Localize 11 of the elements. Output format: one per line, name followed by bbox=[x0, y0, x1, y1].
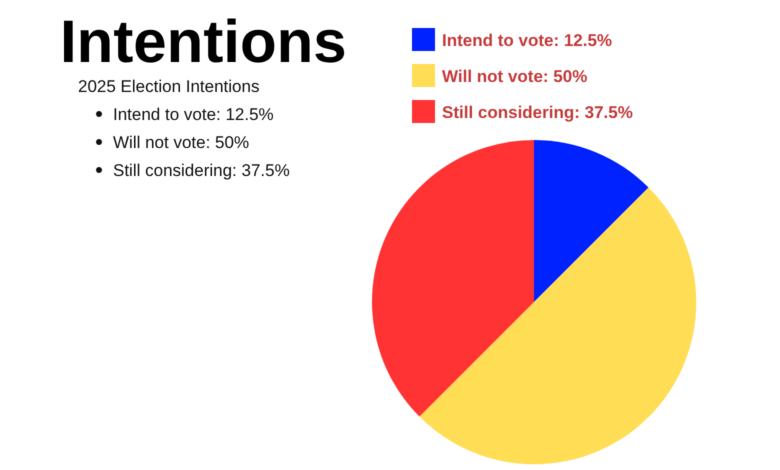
text: 2025 Election Intentions bbox=[78, 77, 260, 96]
legend-label: Still considering: 37.5% bbox=[442, 103, 633, 122]
pie-slice bbox=[372, 140, 534, 417]
chart-title: Intentions bbox=[60, 8, 347, 75]
text: Intend to vote: 12.5% bbox=[113, 105, 274, 124]
text: Still considering: 37.5% bbox=[113, 161, 290, 180]
pie-slice bbox=[419, 187, 696, 464]
pie-slice bbox=[534, 140, 649, 302]
legend-label: Will not vote: 50% bbox=[442, 67, 588, 86]
legend-label: Intend to vote: 12.5% bbox=[442, 31, 612, 50]
text: Will not vote: 50% bbox=[113, 133, 250, 152]
